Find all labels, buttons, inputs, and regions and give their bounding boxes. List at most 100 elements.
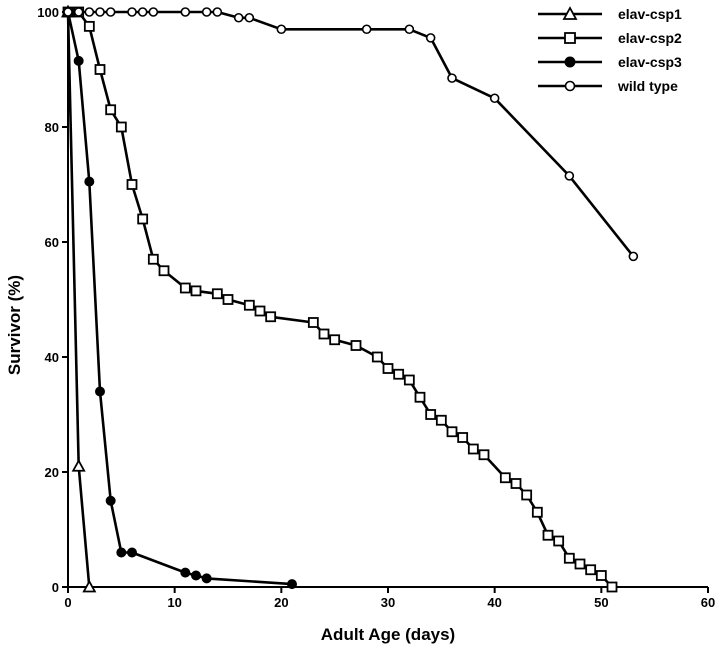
series-line — [68, 10, 613, 588]
y-tick-label: 20 — [45, 465, 59, 480]
axis-ticks: 0 10 20 30 40 50 60 0 20 40 60 80 100 — [37, 5, 715, 610]
series-line — [68, 10, 635, 258]
legend-entry: wild type — [538, 78, 678, 94]
square-marker — [83, 20, 95, 32]
legend-label: elav-csp3 — [618, 54, 682, 70]
square-marker — [425, 409, 437, 420]
x-tick-label: 60 — [701, 595, 715, 610]
square-marker — [457, 432, 469, 443]
square-marker — [595, 570, 607, 581]
square-marker — [115, 121, 127, 133]
y-tick-label: 80 — [45, 120, 59, 135]
legend-entry: elav-csp3 — [538, 54, 682, 70]
filled-circle-marker — [287, 579, 297, 590]
filled-circle-marker — [73, 55, 84, 66]
legend-label: wild type — [617, 78, 678, 94]
series-elav-csp2 — [62, 6, 618, 593]
open-circle-marker — [137, 7, 148, 17]
open-circle-marker — [404, 24, 415, 35]
y-axis-label: Survivor (%) — [5, 275, 24, 375]
filled-circle-marker — [564, 56, 576, 68]
legend-entry: elav-csp2 — [538, 30, 682, 46]
filled-circle-marker — [105, 495, 116, 506]
square-marker — [510, 478, 522, 489]
square-marker — [158, 265, 170, 277]
axes — [67, 12, 708, 588]
square-marker — [564, 32, 576, 44]
open-circle-marker — [105, 7, 116, 17]
legend: elav-csp1 elav-csp2 elav-csp3 wild type — [538, 6, 682, 94]
filled-circle-marker — [191, 570, 201, 581]
square-marker — [585, 564, 597, 576]
square-marker — [382, 363, 394, 374]
square-marker — [105, 104, 117, 116]
square-marker — [563, 552, 575, 564]
legend-label: elav-csp2 — [618, 30, 682, 46]
square-marker — [243, 299, 255, 311]
x-tick-label: 10 — [167, 595, 181, 610]
square-marker — [414, 391, 426, 403]
square-marker — [435, 414, 447, 426]
square-marker — [478, 449, 490, 461]
triangle-marker — [71, 458, 86, 472]
open-circle-marker — [489, 93, 500, 104]
series-line — [66, 11, 293, 586]
square-marker — [318, 328, 330, 340]
series-wild-type — [63, 7, 639, 262]
open-circle-marker — [180, 7, 191, 17]
series-line — [66, 11, 91, 588]
legend-label: elav-csp1 — [618, 6, 682, 22]
square-marker — [499, 472, 511, 484]
square-marker — [307, 317, 319, 328]
open-circle-marker — [447, 73, 457, 83]
square-marker — [467, 443, 479, 455]
filled-circle-marker — [127, 547, 137, 558]
filled-circle-marker — [180, 567, 191, 578]
open-circle-marker — [148, 7, 159, 17]
open-circle-marker — [564, 80, 576, 92]
square-marker — [542, 529, 554, 541]
x-tick-label: 0 — [64, 595, 71, 610]
series-elav-csp3 — [63, 7, 297, 590]
square-marker — [211, 288, 223, 300]
filled-circle-marker — [116, 547, 127, 558]
square-marker — [147, 253, 159, 265]
y-tick-label: 0 — [52, 580, 59, 595]
y-tick-label: 100 — [37, 5, 59, 20]
x-tick-label: 40 — [487, 595, 501, 610]
square-marker — [393, 368, 405, 380]
triangle-marker — [82, 579, 97, 593]
open-circle-marker — [201, 7, 212, 17]
filled-circle-marker — [84, 176, 95, 187]
x-tick-label: 20 — [274, 595, 288, 610]
square-marker — [94, 64, 106, 75]
open-circle-marker — [95, 7, 105, 17]
x-tick-label: 50 — [594, 595, 608, 610]
triangle-marker — [562, 6, 578, 20]
open-circle-marker — [233, 12, 244, 23]
x-axis-label: Adult Age (days) — [321, 625, 455, 644]
open-circle-marker — [425, 33, 436, 43]
square-marker — [137, 213, 149, 225]
filled-circle-marker — [95, 386, 105, 397]
square-marker — [254, 305, 266, 317]
square-marker — [531, 506, 543, 518]
square-marker — [371, 351, 383, 363]
filled-circle-marker — [201, 573, 212, 584]
open-circle-marker — [244, 12, 255, 23]
square-marker — [350, 340, 362, 351]
open-circle-marker — [361, 24, 372, 35]
square-marker — [606, 581, 618, 593]
square-marker — [553, 535, 565, 547]
square-marker — [446, 426, 458, 438]
legend-entry: elav-csp1 — [538, 6, 682, 22]
x-tick-label: 30 — [381, 595, 395, 610]
square-marker — [190, 285, 202, 297]
square-marker — [265, 311, 277, 323]
y-tick-label: 40 — [45, 350, 59, 365]
open-circle-marker — [84, 7, 95, 17]
square-marker — [403, 374, 415, 386]
open-circle-marker — [276, 24, 287, 35]
square-marker — [179, 282, 191, 294]
